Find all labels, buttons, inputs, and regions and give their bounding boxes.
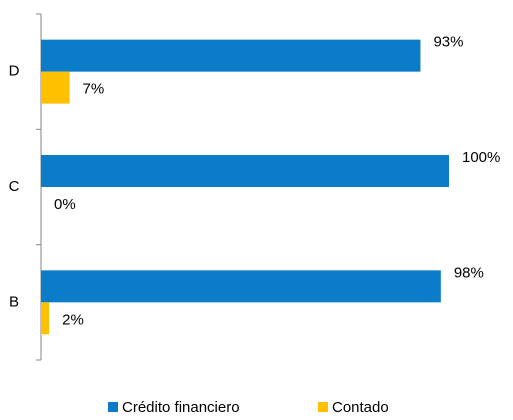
legend-label: Crédito financiero [122, 399, 240, 416]
y-tick-label: D [9, 63, 20, 80]
bar [41, 71, 70, 104]
bar [41, 270, 441, 303]
bar [41, 302, 50, 335]
legend-swatch [318, 402, 328, 412]
y-tick-label: C [9, 178, 20, 195]
bar [41, 155, 449, 187]
data-label: 100% [462, 149, 500, 166]
data-label: 7% [83, 81, 105, 98]
y-tick-label: B [9, 293, 19, 310]
data-label: 93% [433, 34, 463, 51]
data-label: 2% [62, 311, 84, 328]
legend-swatch [108, 402, 118, 412]
data-label: 0% [54, 196, 76, 213]
bar [41, 39, 421, 72]
data-label: 98% [454, 264, 484, 281]
legend-label: Contado [332, 399, 389, 416]
